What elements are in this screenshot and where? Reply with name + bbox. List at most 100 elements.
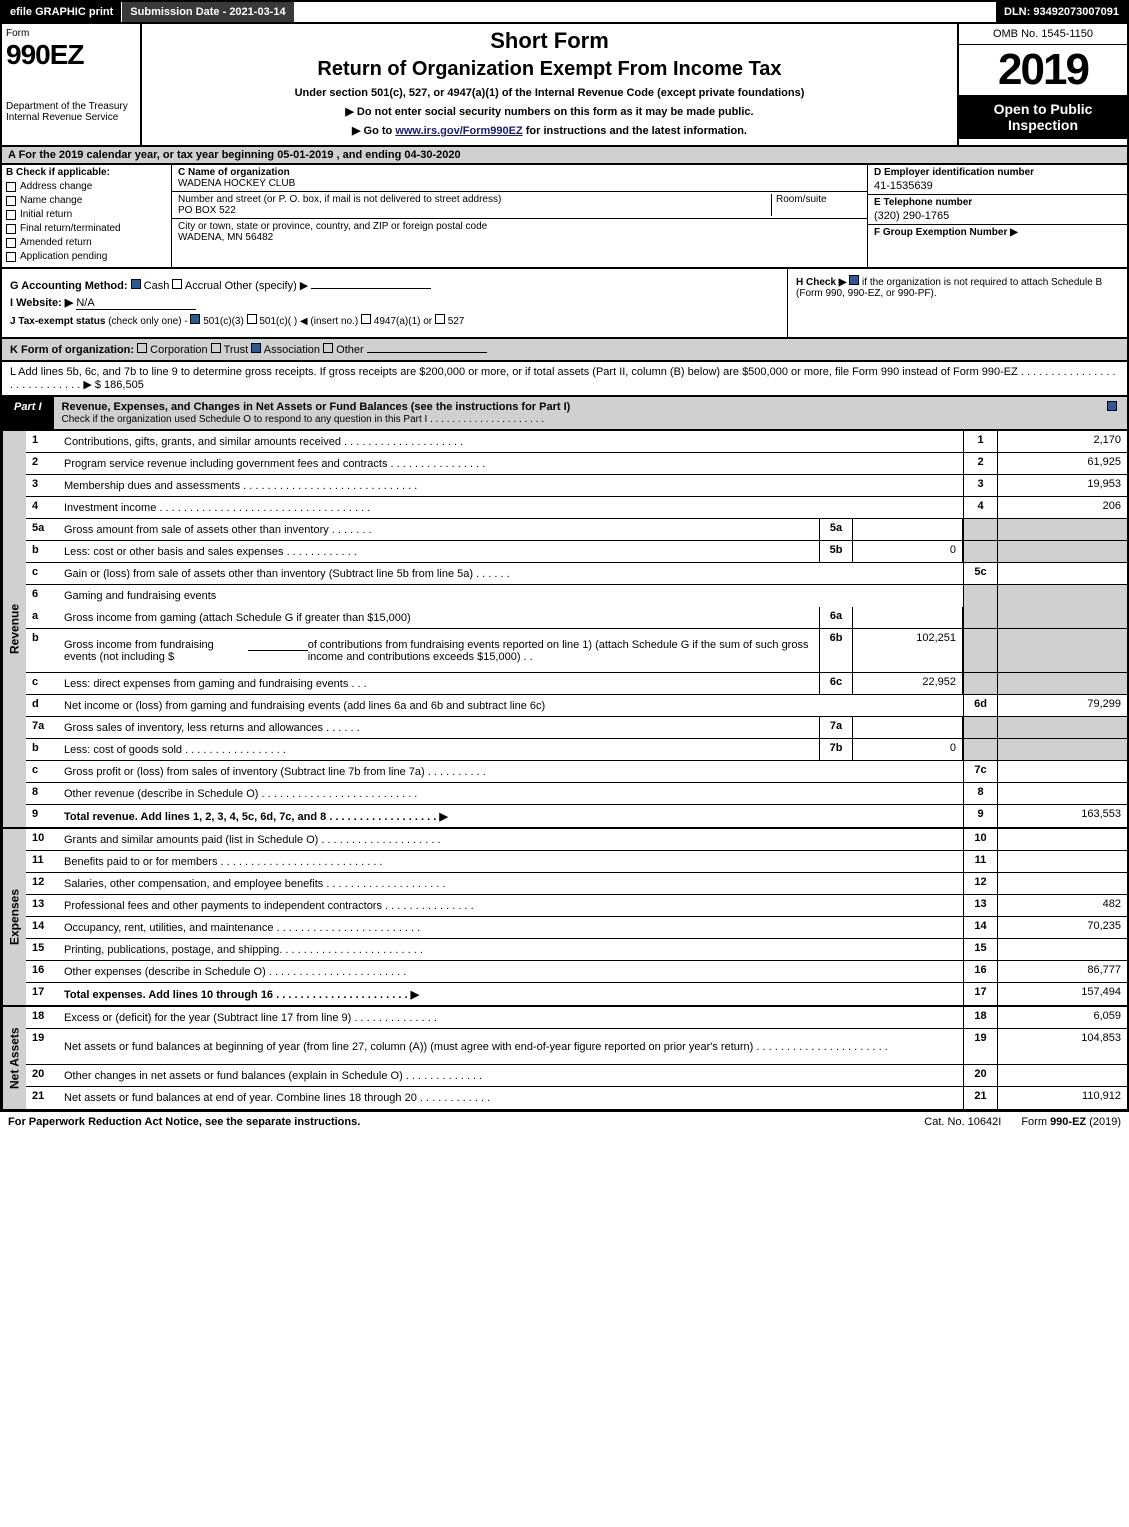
check-label: Address change xyxy=(20,181,92,192)
j-501c3: 501(c)(3) xyxy=(203,316,244,327)
expenses-body: 10Grants and similar amounts paid (list … xyxy=(26,829,1127,1005)
checkbox-icon[interactable] xyxy=(251,343,261,353)
checkbox-icon[interactable] xyxy=(6,210,16,220)
h-box: H Check ▶ if the organization is not req… xyxy=(787,269,1127,337)
checkbox-icon[interactable] xyxy=(172,279,182,289)
check-amended[interactable]: Amended return xyxy=(6,237,167,248)
line-7c: cGross profit or (loss) from sales of in… xyxy=(26,761,1127,783)
line-9: 9Total revenue. Add lines 1, 2, 3, 4, 5c… xyxy=(26,805,1127,827)
under-section: Under section 501(c), 527, or 4947(a)(1)… xyxy=(150,87,949,99)
k-other: Other xyxy=(336,344,364,356)
short-form-title: Short Form xyxy=(150,28,949,54)
6b-input[interactable] xyxy=(248,650,308,651)
j-label: J Tax-exempt status xyxy=(10,316,105,327)
checkbox-icon[interactable] xyxy=(6,182,16,192)
check-name-change[interactable]: Name change xyxy=(6,195,167,206)
checkbox-icon[interactable] xyxy=(6,238,16,248)
gh-left: G Accounting Method: Cash Accrual Other … xyxy=(2,269,787,337)
checkbox-icon[interactable] xyxy=(1107,401,1117,411)
netassets-body: 18Excess or (deficit) for the year (Subt… xyxy=(26,1007,1127,1109)
check-address-change[interactable]: Address change xyxy=(6,181,167,192)
line-6c: cLess: direct expenses from gaming and f… xyxy=(26,673,1127,695)
g-accounting: G Accounting Method: Cash Accrual Other … xyxy=(10,279,779,292)
part-check-box xyxy=(1097,397,1127,429)
check-initial-return[interactable]: Initial return xyxy=(6,209,167,220)
expenses-table: Expenses 10Grants and similar amounts pa… xyxy=(0,829,1129,1007)
line-15: 15Printing, publications, postage, and s… xyxy=(26,939,1127,961)
revenue-table: Revenue 1Contributions, gifts, grants, a… xyxy=(0,431,1129,829)
line-12: 12Salaries, other compensation, and empl… xyxy=(26,873,1127,895)
part-title-text: Revenue, Expenses, and Changes in Net As… xyxy=(62,401,571,413)
checkbox-icon[interactable] xyxy=(6,196,16,206)
j-note: (check only one) - xyxy=(108,316,187,327)
revenue-side-label: Revenue xyxy=(2,431,26,827)
goto-line: ▶ Go to www.irs.gov/Form990EZ for instru… xyxy=(150,124,949,137)
line-8: 8Other revenue (describe in Schedule O) … xyxy=(26,783,1127,805)
i-label: I Website: ▶ xyxy=(10,297,73,309)
checkbox-icon[interactable] xyxy=(361,314,371,324)
line-4: 4Investment income . . . . . . . . . . .… xyxy=(26,497,1127,519)
check-label: Final return/terminated xyxy=(20,223,121,234)
header-left: Form 990EZ Department of the Treasury In… xyxy=(2,24,142,145)
ssn-warning: ▶ Do not enter social security numbers o… xyxy=(150,105,949,118)
phone-value: (320) 290-1765 xyxy=(874,210,1121,222)
check-pending[interactable]: Application pending xyxy=(6,251,167,262)
efile-label[interactable]: efile GRAPHIC print xyxy=(2,2,121,22)
f-group-row: F Group Exemption Number ▶ xyxy=(868,225,1127,240)
footer-catno: Cat. No. 10642I xyxy=(924,1116,1001,1128)
checkbox-icon[interactable] xyxy=(190,314,200,324)
line-19: 19Net assets or fund balances at beginni… xyxy=(26,1029,1127,1065)
g-other: Other (specify) ▶ xyxy=(225,280,309,292)
f-label: F Group Exemption Number ▶ xyxy=(874,227,1121,238)
checkbox-icon[interactable] xyxy=(137,343,147,353)
line-18: 18Excess or (deficit) for the year (Subt… xyxy=(26,1007,1127,1029)
checkbox-icon[interactable] xyxy=(131,279,141,289)
k-other-input[interactable] xyxy=(367,352,487,353)
spacer xyxy=(294,2,996,22)
checkbox-icon[interactable] xyxy=(211,343,221,353)
check-final-return[interactable]: Final return/terminated xyxy=(6,223,167,234)
org-city: WADENA, MN 56482 xyxy=(178,232,861,243)
checkbox-icon[interactable] xyxy=(6,224,16,234)
netassets-side-label: Net Assets xyxy=(2,1007,26,1109)
checkbox-icon[interactable] xyxy=(849,275,859,285)
footer-left: For Paperwork Reduction Act Notice, see … xyxy=(8,1116,904,1128)
checkbox-icon[interactable] xyxy=(435,314,445,324)
part-title: Revenue, Expenses, and Changes in Net As… xyxy=(54,397,1097,429)
g-other-input[interactable] xyxy=(311,288,431,289)
page-footer: For Paperwork Reduction Act Notice, see … xyxy=(0,1111,1129,1132)
footer-right: Form 990-EZ (2019) xyxy=(1021,1116,1121,1128)
line-6d: dNet income or (loss) from gaming and fu… xyxy=(26,695,1127,717)
goto-suffix: for instructions and the latest informat… xyxy=(526,125,747,137)
checkbox-icon[interactable] xyxy=(6,252,16,262)
revenue-body: 1Contributions, gifts, grants, and simil… xyxy=(26,431,1127,827)
tax-year: 2019 xyxy=(959,45,1127,95)
b-label: B Check if applicable: xyxy=(6,167,167,178)
k-label: K Form of organization: xyxy=(10,344,134,356)
goto-prefix: ▶ Go to xyxy=(352,125,395,137)
line-20: 20Other changes in net assets or fund ba… xyxy=(26,1065,1127,1087)
form-header: Form 990EZ Department of the Treasury In… xyxy=(0,24,1129,147)
header-center: Short Form Return of Organization Exempt… xyxy=(142,24,957,145)
checkbox-icon[interactable] xyxy=(323,343,333,353)
check-label: Amended return xyxy=(20,237,92,248)
line-11: 11Benefits paid to or for members . . . … xyxy=(26,851,1127,873)
l-amount: $ 186,505 xyxy=(95,379,144,391)
d-ein-row: D Employer identification number 41-1535… xyxy=(868,165,1127,195)
irs-link[interactable]: www.irs.gov/Form990EZ xyxy=(395,125,522,137)
line-7b: bLess: cost of goods sold . . . . . . . … xyxy=(26,739,1127,761)
part-check-text: Check if the organization used Schedule … xyxy=(62,414,544,425)
line-21: 21Net assets or fund balances at end of … xyxy=(26,1087,1127,1109)
irs-label: Internal Revenue Service xyxy=(6,112,136,123)
dln-label: DLN: 93492073007091 xyxy=(996,2,1127,22)
row-a-tax-year: A For the 2019 calendar year, or tax yea… xyxy=(0,147,1129,165)
c-street-row: Number and street (or P. O. box, if mail… xyxy=(172,192,867,219)
c-name-label: C Name of organization xyxy=(178,167,861,178)
checkbox-icon[interactable] xyxy=(247,314,257,324)
g-label: G Accounting Method: xyxy=(10,280,128,292)
line-5a: 5aGross amount from sale of assets other… xyxy=(26,519,1127,541)
open-public-badge: Open to Public Inspection xyxy=(959,95,1127,139)
top-bar: efile GRAPHIC print Submission Date - 20… xyxy=(0,0,1129,24)
part-label: Part I xyxy=(2,397,54,429)
k-corp: Corporation xyxy=(150,344,207,356)
